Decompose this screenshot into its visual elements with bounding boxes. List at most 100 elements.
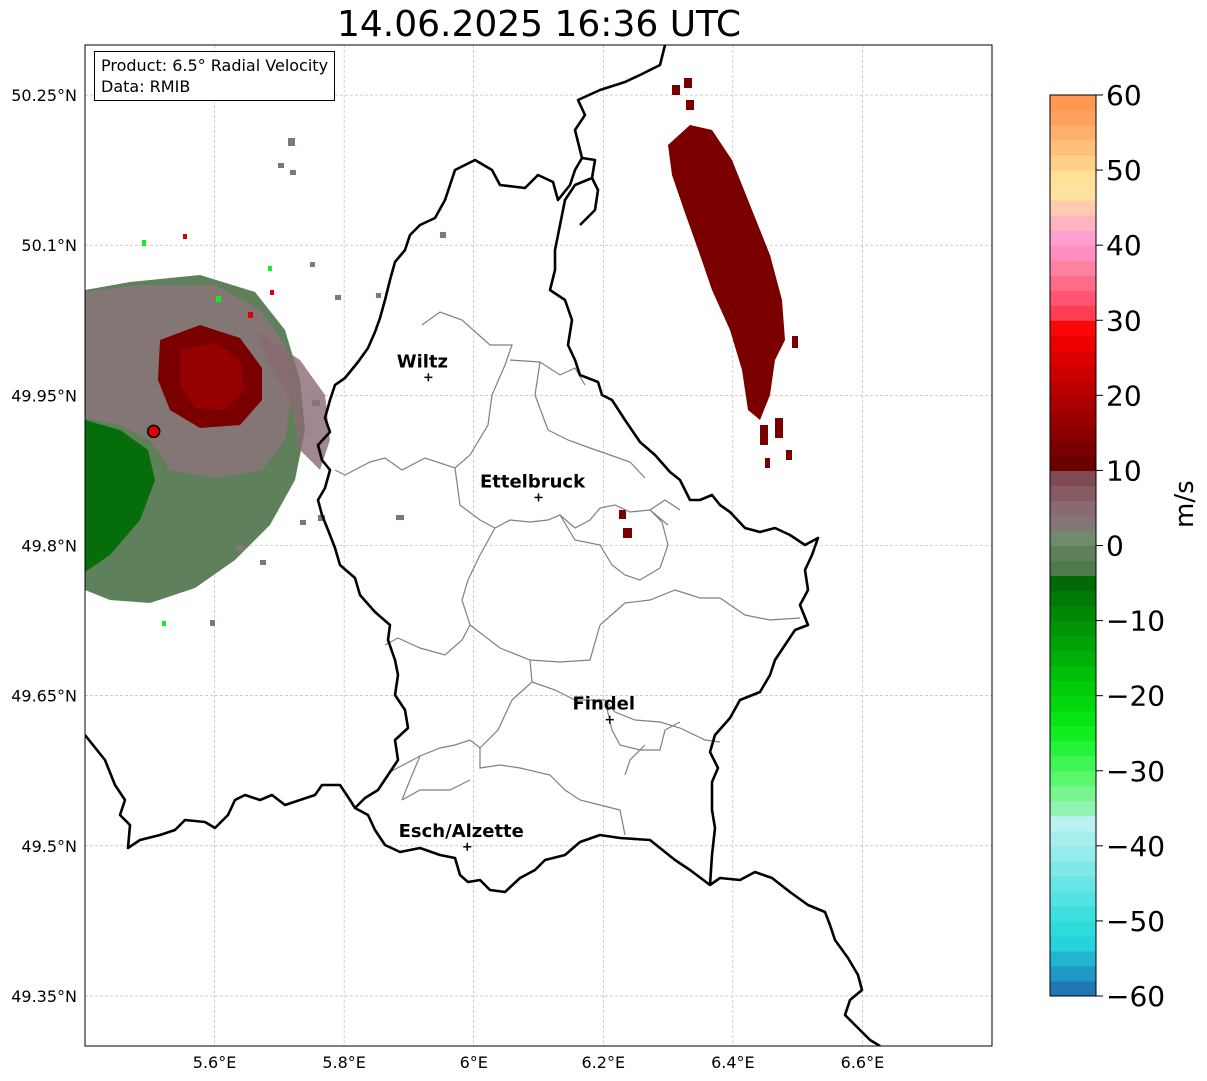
city-ettelbruck: Ettelbruck — [480, 471, 586, 502]
colorbar-segment-34 — [1050, 470, 1096, 486]
colorbar-segment-59 — [1050, 95, 1096, 111]
data-source-label: Data: RMIB — [101, 77, 191, 96]
radar-echo-layer — [85, 78, 798, 626]
colorbar-segment-38 — [1050, 410, 1096, 426]
colorbar-segment-35 — [1050, 455, 1096, 471]
colorbar-tick-label-6: 0 — [1106, 530, 1124, 563]
colorbar-tick-label-9: −30 — [1106, 755, 1165, 788]
colorbar-segment-9 — [1050, 845, 1096, 862]
colorbar-segment-51 — [1050, 215, 1096, 231]
colorbar-unit-label: m/s — [1170, 480, 1200, 528]
colorbar-segment-30 — [1050, 530, 1096, 546]
colorbar-segment-18 — [1050, 710, 1096, 727]
colorbar-segment-55 — [1050, 155, 1096, 171]
colorbar-segment-23 — [1050, 635, 1096, 652]
colorbar-segment-2 — [1050, 950, 1096, 967]
colorbar-segment-15 — [1050, 755, 1096, 772]
city-wiltz: Wiltz — [397, 351, 448, 382]
lat-tick-label-6: 49.35°N — [11, 987, 77, 1006]
colorbar-segment-1 — [1050, 965, 1096, 982]
colorbar-segment-26 — [1050, 590, 1096, 607]
colorbar-segment-32 — [1050, 500, 1096, 516]
colorbar-tick-label-7: −10 — [1106, 605, 1165, 638]
colorbar-tick-label-5: 10 — [1106, 454, 1142, 487]
colorbar-segment-43 — [1050, 335, 1096, 351]
echo-inbound-strong — [85, 420, 155, 572]
lon-tick-label-2: 6°E — [460, 1053, 488, 1072]
colorbar-segment-12 — [1050, 800, 1096, 817]
echo-outbound-core — [180, 343, 245, 410]
lon-tick-label-5: 6.6°E — [841, 1053, 885, 1072]
colorbar-tick-label-10: −40 — [1106, 830, 1165, 863]
colorbar-segment-54 — [1050, 170, 1096, 186]
lat-tick-labels: 50.25°N 50.1°N 49.95°N 49.8°N 49.65°N 49.5°N 4… — [11, 86, 77, 1006]
echo-scatter-red — [183, 234, 274, 318]
colorbar-segment-29 — [1050, 545, 1096, 562]
colorbar-segment-48 — [1050, 260, 1096, 276]
lon-tick-labels: 5.6°E 5.8°E 6°E 6.2°E 6.4°E 6.6°E — [193, 1053, 884, 1072]
colorbar-segment-46 — [1050, 290, 1096, 306]
colorbar-segment-20 — [1050, 680, 1096, 697]
colorbar-segment-44 — [1050, 320, 1096, 336]
colorbar-segment-24 — [1050, 620, 1096, 637]
colorbar-segment-10 — [1050, 830, 1096, 847]
colorbar-segment-14 — [1050, 770, 1096, 787]
lat-tick-label-2: 49.95°N — [11, 386, 77, 405]
colorbar-segment-8 — [1050, 860, 1096, 877]
colorbar-tick-label-1: 50 — [1106, 154, 1142, 187]
national-borders — [85, 45, 881, 1046]
colorbar-segment-42 — [1050, 350, 1096, 366]
colorbar-segment-31 — [1050, 515, 1096, 531]
product-info-box: Product: 6.5° Radial Velocity Data: RMIB — [94, 51, 336, 101]
colorbar-tick-label-12: −60 — [1106, 980, 1165, 1013]
colorbar-segment-45 — [1050, 305, 1096, 321]
colorbar-segment-0 — [1050, 980, 1096, 997]
echo-scatter-green — [142, 240, 272, 626]
lon-tick-label-3: 6.2°E — [582, 1053, 626, 1072]
colorbar-segment-3 — [1050, 935, 1096, 952]
colorbar-segment-36 — [1050, 440, 1096, 456]
velocity-colorbar: 60 50 40 30 20 10 0 −10 −20 −30 −40 −50 −60 — [1049, 79, 1165, 1013]
colorbar-segment-25 — [1050, 605, 1096, 622]
colorbar-segment-19 — [1050, 695, 1096, 712]
city-label: Esch/Alzette — [399, 821, 524, 842]
colorbar-segment-50 — [1050, 230, 1096, 246]
lat-tick-label-1: 50.1°N — [21, 236, 77, 255]
colorbar-segment-58 — [1050, 110, 1096, 126]
lat-tick-label-4: 49.65°N — [11, 687, 77, 706]
colorbar-segment-11 — [1050, 815, 1096, 832]
colorbar-segment-4 — [1050, 920, 1096, 937]
colorbar-segment-16 — [1050, 740, 1096, 757]
colorbar-segment-21 — [1050, 665, 1096, 682]
echo-scatter — [210, 138, 446, 626]
lat-tick-label-5: 49.5°N — [21, 837, 77, 856]
colorbar-tick-label-3: 30 — [1106, 304, 1142, 337]
colorbar-segment-56 — [1050, 140, 1096, 156]
colorbar-segment-47 — [1050, 275, 1096, 291]
colorbar-segment-22 — [1050, 650, 1096, 667]
city-label: Findel — [572, 694, 635, 715]
colorbar-tick-label-2: 40 — [1106, 229, 1142, 262]
lat-tick-label-3: 49.8°N — [21, 537, 77, 556]
lon-tick-label-4: 6.4°E — [711, 1053, 755, 1072]
colorbar-segment-53 — [1050, 185, 1096, 201]
map-borders — [85, 45, 881, 1046]
colorbar-segment-41 — [1050, 365, 1096, 381]
city-esch-alzette: Esch/Alzette — [399, 821, 524, 851]
colorbar-segment-40 — [1050, 380, 1096, 396]
city-findel: Findel — [572, 694, 635, 724]
lat-tick-label-0: 50.25°N — [11, 86, 77, 105]
colorbar-segment-6 — [1050, 890, 1096, 907]
colorbar-segment-49 — [1050, 245, 1096, 261]
canton-lines — [334, 311, 801, 836]
colorbar-segment-13 — [1050, 785, 1096, 802]
colorbar-segment-37 — [1050, 425, 1096, 441]
colorbar-segment-28 — [1050, 560, 1096, 577]
product-label: Product: 6.5° Radial Velocity — [101, 56, 329, 75]
echo-east-scatter — [619, 78, 798, 538]
map-title: 14.06.2025 16:36 UTC — [336, 4, 742, 45]
lon-tick-label-1: 5.8°E — [322, 1053, 366, 1072]
echo-outbound-mix-edge — [255, 330, 330, 470]
colorbar-segment-57 — [1050, 125, 1096, 141]
